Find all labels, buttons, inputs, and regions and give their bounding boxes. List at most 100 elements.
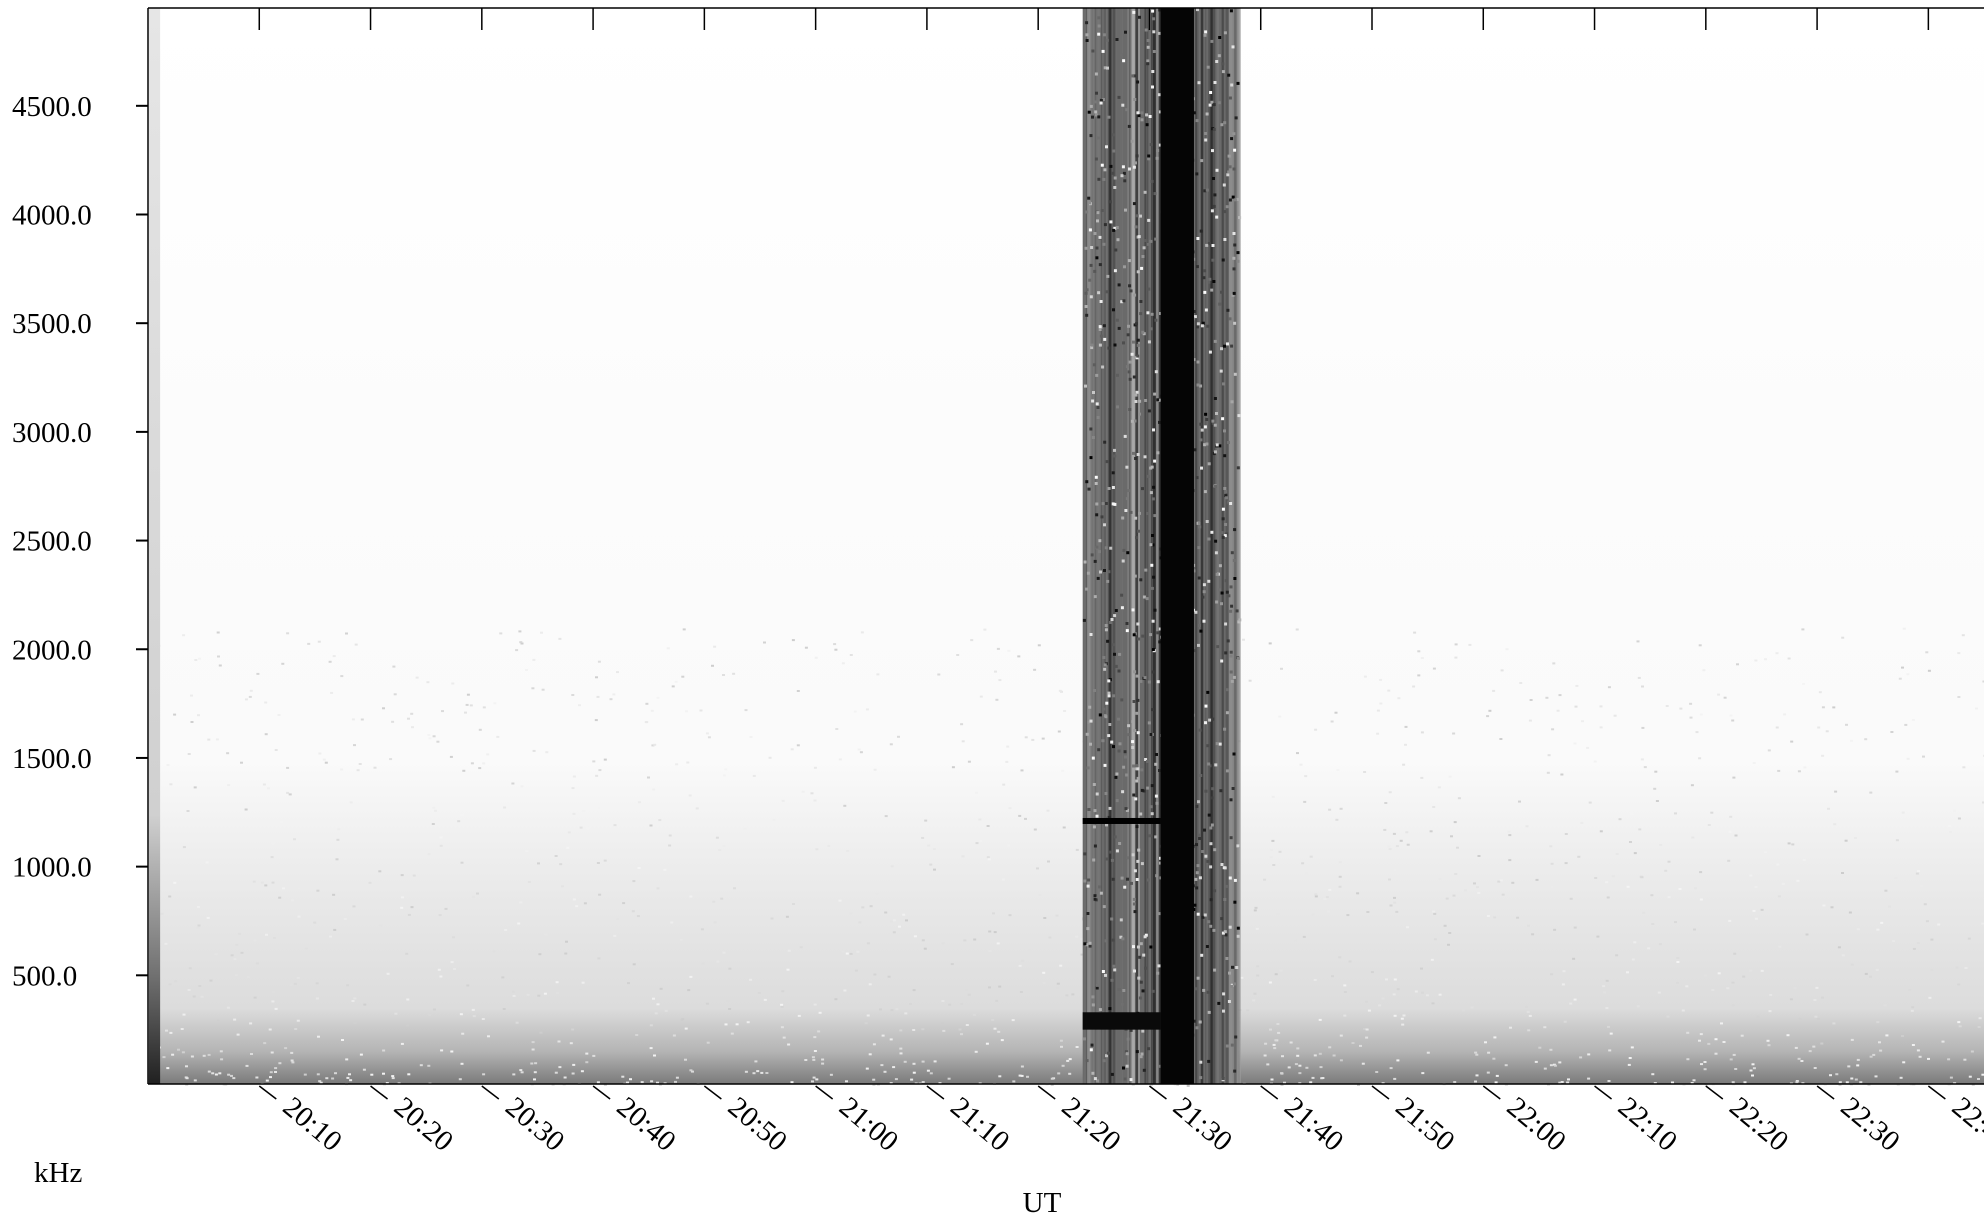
- noise-speck: [1056, 986, 1060, 989]
- noise-speck: [1339, 807, 1343, 810]
- noise-speck: [386, 972, 390, 975]
- noise-speck: [232, 1077, 236, 1080]
- emission-pixel: [1150, 784, 1154, 788]
- emission-pixel: [1145, 760, 1149, 763]
- noise-speck: [271, 842, 275, 845]
- noise-speck: [1808, 1050, 1812, 1053]
- emission-pixel: [1238, 216, 1242, 220]
- noise-speck: [334, 1072, 337, 1075]
- emission-pixel: [1121, 790, 1125, 794]
- noise-speck: [1528, 719, 1532, 722]
- noise-speck: [1280, 1084, 1284, 1086]
- emission-pixel: [1149, 945, 1153, 949]
- noise-speck: [792, 903, 795, 905]
- noise-speck: [1246, 1009, 1250, 1012]
- noise-speck: [1271, 795, 1275, 798]
- emission-pixel: [1133, 729, 1137, 733]
- noise-speck: [1930, 938, 1934, 941]
- noise-speck: [1046, 809, 1050, 812]
- emission-pixel: [1110, 917, 1114, 921]
- emission-pixel: [1093, 100, 1097, 104]
- emission-streak: [1207, 8, 1212, 1084]
- emission-pixel: [1192, 569, 1196, 573]
- emission-pixel: [1113, 226, 1117, 230]
- noise-speck: [622, 902, 626, 905]
- noise-speck: [663, 868, 667, 871]
- noise-speck: [319, 1081, 323, 1084]
- noise-speck: [440, 1049, 444, 1052]
- noise-speck: [843, 989, 847, 992]
- noise-speck: [904, 1012, 908, 1015]
- noise-speck: [554, 855, 558, 857]
- emission-pixel: [1120, 300, 1124, 304]
- emission-pixel: [1215, 168, 1219, 172]
- noise-speck: [193, 786, 197, 789]
- noise-speck: [1754, 659, 1758, 662]
- y-tick-label: 3000.0: [12, 417, 92, 449]
- y-tick-label: 3500.0: [12, 308, 92, 340]
- noise-speck: [1296, 752, 1299, 755]
- emission-pixel: [1085, 33, 1089, 37]
- noise-speck: [272, 991, 275, 994]
- noise-speck: [880, 1064, 884, 1067]
- emission-pixel: [1213, 339, 1217, 343]
- emission-pixel: [1137, 235, 1141, 239]
- noise-speck: [1885, 1034, 1889, 1037]
- noise-speck: [1550, 862, 1554, 865]
- emission-pixel: [1117, 988, 1121, 991]
- emission-pixel: [1136, 338, 1140, 342]
- noise-speck: [597, 660, 601, 663]
- noise-speck: [578, 704, 581, 707]
- noise-speck: [359, 1053, 363, 1056]
- noise-speck: [1388, 848, 1392, 851]
- emission-pixel: [1207, 1059, 1211, 1063]
- emission-pixel: [1105, 290, 1109, 294]
- noise-speck: [1294, 939, 1298, 942]
- noise-speck: [277, 714, 281, 716]
- emission-pixel: [1132, 793, 1136, 797]
- emission-pixel: [1120, 606, 1124, 610]
- emission-pixel: [1127, 124, 1131, 128]
- emission-pixel: [1140, 118, 1144, 122]
- noise-speck: [1639, 875, 1643, 878]
- noise-speck: [585, 1061, 589, 1064]
- noise-speck: [1689, 716, 1693, 719]
- emission-pixel: [1192, 649, 1196, 653]
- noise-speck: [744, 709, 748, 712]
- noise-speck: [1313, 1054, 1317, 1057]
- noise-speck: [1253, 909, 1257, 912]
- noise-speck: [444, 907, 448, 910]
- noise-speck: [785, 915, 789, 918]
- noise-speck: [1438, 877, 1442, 880]
- noise-speck: [883, 1070, 887, 1073]
- noise-speck: [1641, 685, 1644, 688]
- noise-speck: [560, 885, 564, 888]
- noise-speck: [337, 828, 341, 831]
- noise-speck: [973, 938, 977, 941]
- noise-speck: [786, 968, 790, 971]
- emission-pixel: [1199, 384, 1203, 388]
- noise-speck: [1037, 644, 1041, 647]
- noise-speck: [244, 808, 248, 811]
- noise-speck: [1834, 790, 1838, 793]
- noise-speck: [1698, 757, 1702, 760]
- noise-speck: [752, 774, 756, 777]
- emission-pixel: [1135, 764, 1139, 768]
- noise-speck: [1019, 991, 1023, 993]
- noise-speck: [1454, 656, 1458, 659]
- noise-speck: [281, 662, 285, 665]
- noise-speck: [1679, 707, 1683, 710]
- noise-speck: [531, 1048, 535, 1051]
- noise-speck: [1392, 832, 1396, 835]
- noise-speck: [297, 915, 301, 918]
- emission-pixel: [1111, 486, 1115, 489]
- noise-speck: [1253, 992, 1257, 995]
- noise-speck: [349, 1079, 353, 1082]
- noise-speck: [345, 1058, 349, 1061]
- emission-pixel: [1150, 179, 1154, 183]
- noise-speck: [1338, 861, 1342, 864]
- noise-speck: [1948, 824, 1952, 827]
- emission-pixel: [1224, 579, 1228, 583]
- noise-speck: [937, 673, 941, 676]
- emission-pixel: [1099, 300, 1103, 303]
